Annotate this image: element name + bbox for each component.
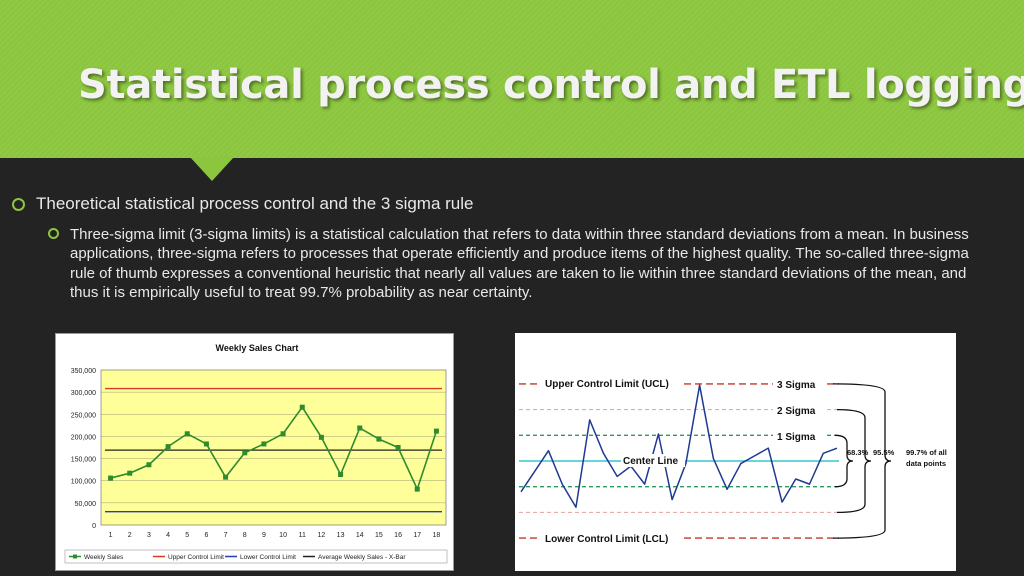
weekly-sales-point xyxy=(184,431,190,437)
legend-box xyxy=(64,549,448,564)
brace-2-sigma xyxy=(836,408,872,514)
x-tick-label: 15 xyxy=(375,532,383,539)
weekly-sales-point xyxy=(299,404,305,410)
x-tick-label: 16 xyxy=(394,532,402,539)
ucl-label: Upper Control Limit (UCL) xyxy=(545,379,669,390)
x-tick-label: 17 xyxy=(413,532,421,539)
weekly-sales-point xyxy=(357,425,363,431)
center-label-bg xyxy=(621,454,685,467)
sigma3-label-bg xyxy=(773,377,825,391)
weekly-sales-point xyxy=(338,472,344,478)
weekly-sales-point xyxy=(261,441,267,447)
x-tick-label: 2 xyxy=(128,532,132,539)
pct-99-label-line1: 99.7% of all xyxy=(906,448,947,457)
sigma1-label: 1 Sigma xyxy=(777,432,816,443)
x-tick-label: 13 xyxy=(337,532,345,539)
pct-68-label: 68.3% xyxy=(847,448,869,457)
bullet-level2: Three-sigma limit (3-sigma limits) is a … xyxy=(48,225,978,302)
title-banner-notch xyxy=(190,157,234,181)
legend-marker xyxy=(73,554,77,559)
weekly-sales-point xyxy=(433,428,439,434)
weekly-sales-point xyxy=(165,444,171,450)
bullet-circle-icon xyxy=(48,228,59,239)
weekly-sales-point xyxy=(223,474,229,480)
weekly-sales-point xyxy=(395,445,401,450)
pct-95-label: 95.5% xyxy=(873,448,895,457)
process-data-line xyxy=(520,384,838,509)
sigma3-label: 3 Sigma xyxy=(777,380,816,391)
x-tick-label: 14 xyxy=(356,532,364,539)
weekly-sales-point xyxy=(376,436,382,442)
legend-label: Lower Control Limit xyxy=(240,554,296,561)
plot-area xyxy=(100,369,447,526)
pct-99-label-line2: data points xyxy=(906,459,946,468)
center-line-label: Center Line xyxy=(623,456,678,467)
y-tick-label: 250,000 xyxy=(71,412,96,419)
weekly-sales-point xyxy=(127,470,133,476)
y-tick-label: 150,000 xyxy=(71,457,96,464)
x-tick-label: 10 xyxy=(279,532,287,539)
y-tick-label: 300,000 xyxy=(71,390,96,397)
bullet-level1: Theoretical statistical process control … xyxy=(12,194,473,214)
chart-title: Weekly Sales Chart xyxy=(216,343,299,353)
x-tick-label: 18 xyxy=(433,532,441,539)
lcl-label-bg xyxy=(541,531,681,545)
weekly-sales-point xyxy=(146,462,152,468)
x-tick-label: 9 xyxy=(262,532,266,539)
legend-label: Weekly Sales xyxy=(84,554,124,561)
weekly-sales-point xyxy=(414,486,420,492)
legend-label: Upper Control Limit xyxy=(168,554,224,561)
bullet-level2-text: Three-sigma limit (3-sigma limits) is a … xyxy=(70,226,969,301)
x-tick-label: 6 xyxy=(204,532,208,539)
control-chart: Upper Control Limit (UCL) Lower Control L… xyxy=(515,333,956,571)
x-tick-label: 7 xyxy=(224,532,228,539)
ucl-label-bg xyxy=(541,376,681,390)
weekly-sales-line xyxy=(110,405,438,492)
y-tick-label: 0 xyxy=(92,523,96,530)
sigma2-label: 2 Sigma xyxy=(777,406,816,417)
y-tick-label: 350,000 xyxy=(71,368,96,375)
brace-1-sigma xyxy=(834,434,854,488)
x-tick-label: 1 xyxy=(109,532,113,539)
weekly-sales-point xyxy=(242,450,248,456)
weekly-sales-point xyxy=(108,475,114,481)
y-tick-label: 100,000 xyxy=(71,479,96,486)
title-banner xyxy=(0,0,1024,158)
weekly-sales-point xyxy=(280,431,286,437)
lcl-label: Lower Control Limit (LCL) xyxy=(545,534,668,545)
x-tick-label: 4 xyxy=(166,532,170,539)
brace-3-sigma xyxy=(832,383,892,539)
y-tick-label: 50,000 xyxy=(75,501,97,508)
bullet-level1-text: Theoretical statistical process control … xyxy=(36,194,474,213)
x-tick-label: 5 xyxy=(185,532,189,539)
x-tick-label: 8 xyxy=(243,532,247,539)
y-tick-label: 200,000 xyxy=(71,434,96,441)
weekly-sales-point xyxy=(318,434,324,440)
weekly-sales-chart-svg: Weekly Sales Chart 0 50,000 100,000 150,000… xyxy=(55,333,454,571)
weekly-sales-point xyxy=(203,441,209,447)
bullet-circle-icon xyxy=(12,197,25,211)
slide-title: Statistical process control and ETL logg… xyxy=(78,62,1024,108)
sigma2-label-bg xyxy=(773,403,825,417)
control-chart-svg: Upper Control Limit (UCL) Lower Control L… xyxy=(519,376,947,545)
x-tick-label: 12 xyxy=(318,532,326,539)
legend-label: Average Weekly Sales - X-Bar xyxy=(318,554,406,561)
x-tick-label: 11 xyxy=(299,532,306,539)
weekly-sales-chart: Weekly Sales Chart 0 50,000 100,000 150,000… xyxy=(55,333,454,571)
sigma1-label-bg xyxy=(773,429,825,443)
x-tick-label: 3 xyxy=(147,532,151,539)
